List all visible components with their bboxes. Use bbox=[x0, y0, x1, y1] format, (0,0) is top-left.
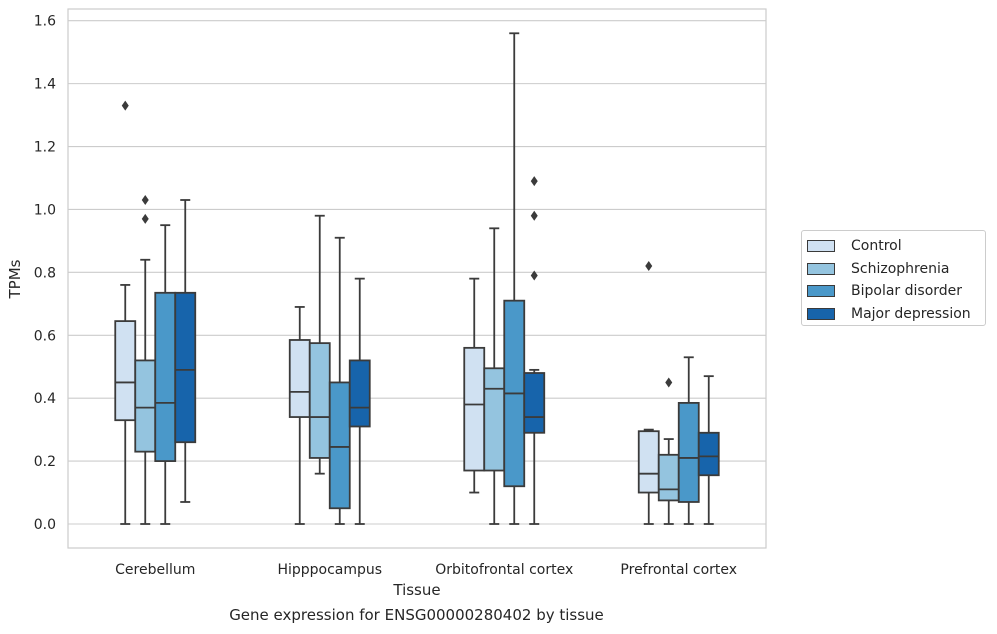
outlier-point bbox=[121, 100, 129, 111]
box-major-depression bbox=[697, 375, 720, 525]
iqr-box bbox=[483, 367, 506, 472]
legend-swatch bbox=[807, 285, 835, 298]
iqr-box bbox=[637, 430, 660, 494]
legend-item: Bipolar disorder bbox=[807, 280, 985, 303]
box-bipolar-disorder bbox=[328, 236, 351, 525]
box-schizophrenia bbox=[308, 214, 331, 475]
outlier-point bbox=[665, 377, 673, 388]
x-tick-label: Cerebellum bbox=[115, 562, 195, 578]
box-bipolar-disorder bbox=[503, 32, 526, 525]
iqr-box bbox=[288, 339, 311, 418]
legend-label: Bipolar disorder bbox=[851, 283, 963, 300]
legend-item: Control bbox=[807, 235, 985, 258]
box-schizophrenia bbox=[134, 195, 157, 525]
iqr-box bbox=[328, 381, 351, 510]
y-tick-label: 1.4 bbox=[34, 77, 56, 93]
y-tick-label: 0.8 bbox=[34, 265, 56, 281]
outlier-point bbox=[141, 195, 149, 206]
outlier-point bbox=[530, 176, 538, 187]
iqr-box bbox=[154, 291, 177, 462]
iqr-box bbox=[697, 431, 720, 477]
outlier-point bbox=[530, 210, 538, 221]
outlier-point bbox=[530, 270, 538, 281]
y-tick-labels: 0.0 0.2 0.4 0.6 0.8 1.0 1.2 1.4 1.6 bbox=[34, 14, 56, 533]
x-tick-label: Hipppocampus bbox=[277, 562, 382, 578]
y-axis-label: TPMs bbox=[6, 259, 24, 299]
iqr-box bbox=[348, 359, 371, 428]
box-schizophrenia bbox=[657, 377, 680, 525]
legend-label: Control bbox=[851, 238, 902, 255]
legend-label: Schizophrenia bbox=[851, 260, 950, 277]
box-control bbox=[114, 100, 137, 525]
box-control bbox=[463, 277, 486, 494]
box-major-depression bbox=[523, 176, 546, 525]
legend: Control Schizophrenia Bipolar disorder Majo… bbox=[801, 230, 986, 326]
x-axis-label: Tissue bbox=[392, 581, 440, 599]
x-tick-label: Prefrontal cortex bbox=[620, 562, 737, 578]
iqr-box bbox=[134, 359, 157, 453]
y-tick-label: 1.0 bbox=[34, 202, 56, 218]
y-tick-label: 0.2 bbox=[34, 454, 56, 470]
box-control bbox=[288, 306, 311, 525]
outlier-point bbox=[645, 261, 653, 272]
y-tick-label: 1.6 bbox=[34, 14, 56, 30]
box-bipolar-disorder bbox=[677, 356, 700, 525]
iqr-box bbox=[657, 453, 680, 502]
iqr-box bbox=[523, 372, 546, 434]
y-tick-label: 0.6 bbox=[34, 328, 56, 344]
x-tick-labels: Cerebellum Hipppocampus Orbitofrontal cort… bbox=[115, 562, 737, 578]
box-major-depression bbox=[174, 199, 197, 503]
outlier-point bbox=[141, 213, 149, 224]
iqr-box bbox=[463, 346, 486, 472]
iqr-box bbox=[677, 401, 700, 503]
chart-caption: Gene expression for ENSG00000280402 by t… bbox=[229, 606, 604, 624]
box-bipolar-disorder bbox=[154, 224, 177, 525]
box-major-depression bbox=[348, 277, 371, 525]
legend-item: Schizophrenia bbox=[807, 258, 985, 281]
legend-swatch bbox=[807, 307, 835, 320]
legend-item: Major depression bbox=[807, 303, 985, 326]
box-control bbox=[637, 261, 660, 525]
iqr-box bbox=[308, 342, 331, 459]
box-series bbox=[114, 32, 720, 525]
iqr-box bbox=[174, 291, 197, 444]
y-tick-label: 0.0 bbox=[34, 517, 56, 533]
plot-area-frame bbox=[67, 8, 767, 549]
legend-swatch bbox=[807, 240, 835, 253]
y-tick-label: 1.2 bbox=[34, 140, 56, 156]
legend-swatch bbox=[807, 262, 835, 275]
y-tick-label: 0.4 bbox=[34, 391, 56, 407]
iqr-box bbox=[114, 320, 137, 422]
legend-label: Major depression bbox=[851, 305, 971, 322]
x-tick-label: Orbitofrontal cortex bbox=[435, 562, 573, 578]
